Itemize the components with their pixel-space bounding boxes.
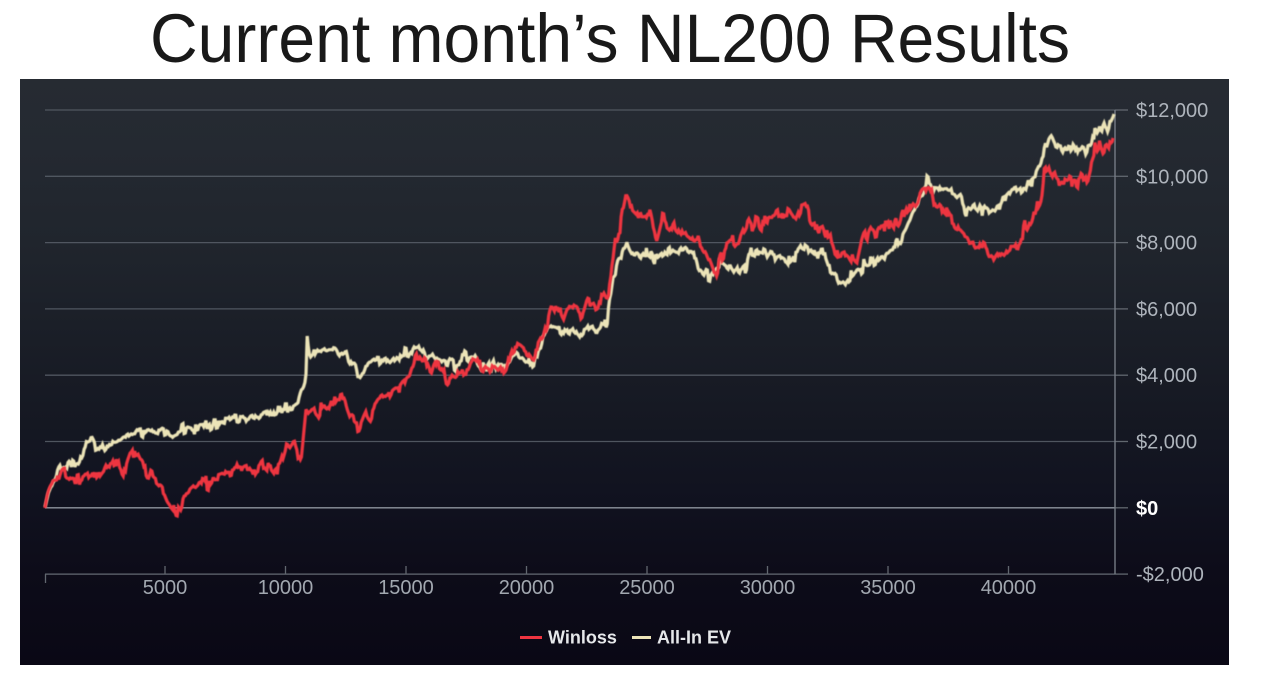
svg-text:25000: 25000 (619, 577, 675, 599)
svg-text:40000: 40000 (981, 577, 1037, 599)
svg-text:30000: 30000 (740, 577, 796, 599)
svg-text:All-In EV: All-In EV (657, 628, 731, 648)
svg-text:15000: 15000 (378, 577, 434, 599)
svg-text:$2,000: $2,000 (1136, 432, 1197, 454)
svg-text:10000: 10000 (258, 577, 314, 599)
svg-text:$4,000: $4,000 (1136, 365, 1197, 387)
svg-text:-$2,000: -$2,000 (1136, 564, 1204, 586)
svg-text:$10,000: $10,000 (1136, 166, 1208, 188)
svg-text:$8,000: $8,000 (1136, 233, 1197, 255)
svg-text:Winloss: Winloss (548, 628, 617, 648)
svg-text:20000: 20000 (499, 577, 555, 599)
svg-text:35000: 35000 (860, 577, 916, 599)
svg-text:$12,000: $12,000 (1136, 100, 1208, 122)
svg-text:$0: $0 (1136, 498, 1158, 520)
svg-text:5000: 5000 (143, 577, 188, 599)
svg-text:$6,000: $6,000 (1136, 299, 1197, 321)
